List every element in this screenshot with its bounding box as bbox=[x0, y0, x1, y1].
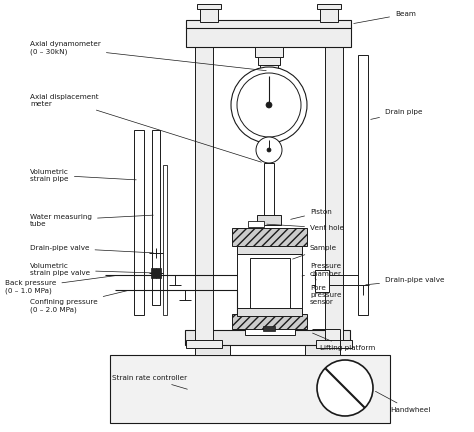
Bar bbox=[264, 163, 274, 221]
Text: Pressure
chamber: Pressure chamber bbox=[302, 264, 342, 276]
Text: Sample: Sample bbox=[292, 245, 337, 259]
Text: Drain pipe: Drain pipe bbox=[371, 109, 422, 119]
Bar bbox=[237, 254, 302, 314]
Bar bbox=[200, 8, 218, 22]
Bar bbox=[195, 340, 230, 355]
Bar bbox=[245, 290, 295, 335]
Bar bbox=[258, 57, 280, 65]
Circle shape bbox=[317, 360, 373, 416]
Text: Volumetric
strain pipe valve: Volumetric strain pipe valve bbox=[30, 264, 153, 276]
Bar bbox=[110, 355, 390, 423]
Text: Vent hole: Vent hole bbox=[267, 224, 344, 231]
Circle shape bbox=[231, 67, 307, 143]
Text: Drain-pipe valve: Drain-pipe valve bbox=[366, 277, 445, 285]
Bar bbox=[186, 27, 351, 47]
Bar bbox=[237, 246, 302, 254]
Bar bbox=[250, 258, 290, 310]
Bar bbox=[316, 340, 352, 348]
Text: Strain rate controller: Strain rate controller bbox=[112, 375, 187, 389]
Circle shape bbox=[266, 102, 272, 108]
Bar bbox=[257, 215, 281, 225]
Bar bbox=[248, 221, 264, 227]
Bar bbox=[197, 4, 221, 9]
Bar bbox=[358, 55, 368, 315]
Circle shape bbox=[267, 148, 271, 152]
Text: Piston: Piston bbox=[291, 209, 332, 219]
Bar bbox=[325, 40, 343, 345]
Bar bbox=[237, 308, 302, 316]
Bar bbox=[320, 8, 338, 22]
Text: Axial dynamometer
(0 – 30kN): Axial dynamometer (0 – 30kN) bbox=[30, 41, 266, 71]
Bar bbox=[186, 20, 351, 28]
Text: Confining pressure
(0 – 2.0 MPa): Confining pressure (0 – 2.0 MPa) bbox=[30, 291, 128, 313]
Text: Drain-pipe valve: Drain-pipe valve bbox=[30, 245, 153, 253]
Bar bbox=[260, 65, 278, 71]
Text: Volumetric
strain pipe: Volumetric strain pipe bbox=[30, 168, 136, 181]
Bar bbox=[185, 330, 350, 345]
Bar bbox=[317, 4, 341, 9]
Bar bbox=[163, 165, 167, 315]
Bar bbox=[305, 340, 340, 355]
Circle shape bbox=[256, 137, 282, 163]
Circle shape bbox=[237, 73, 301, 137]
Bar bbox=[263, 326, 275, 331]
Bar bbox=[151, 268, 161, 278]
Bar bbox=[186, 340, 222, 348]
Bar bbox=[134, 130, 144, 315]
Text: Axial displacement
meter: Axial displacement meter bbox=[30, 93, 261, 162]
Bar bbox=[232, 314, 307, 329]
Text: Handwheel: Handwheel bbox=[375, 391, 430, 413]
Text: Lifting platform: Lifting platform bbox=[312, 333, 375, 351]
Text: Beam: Beam bbox=[354, 11, 416, 23]
Text: Back pressure
(0 – 1.0 MPa): Back pressure (0 – 1.0 MPa) bbox=[5, 275, 117, 294]
Text: Pore
pressure
sensor: Pore pressure sensor bbox=[310, 278, 341, 305]
Text: Water measuring
tube: Water measuring tube bbox=[30, 213, 153, 226]
Bar bbox=[195, 40, 213, 345]
Bar bbox=[152, 130, 160, 305]
Bar bbox=[315, 270, 329, 292]
Bar bbox=[255, 47, 283, 57]
Bar bbox=[232, 228, 307, 246]
